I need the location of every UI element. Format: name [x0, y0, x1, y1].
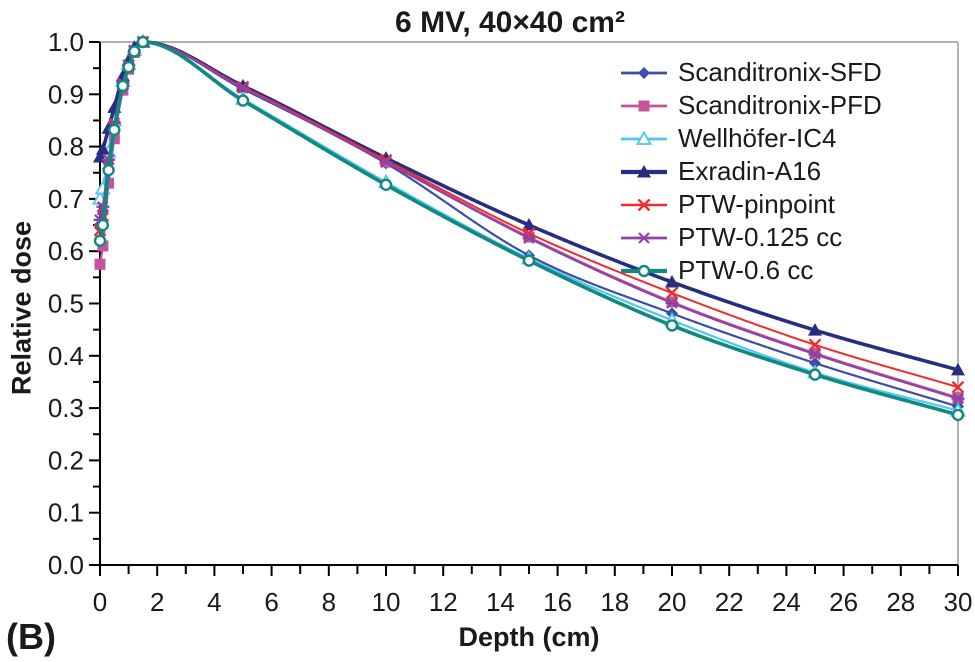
legend-label: PTW-pinpoint: [678, 189, 836, 219]
x-tick-label: 18: [600, 587, 629, 617]
marker-circle-open-icon: [116, 79, 130, 93]
marker-circle-open-icon: [379, 178, 393, 191]
x-tick-label: 4: [207, 587, 221, 617]
marker-circle-open-icon: [136, 35, 150, 49]
legend-item: Scanditronix-SFD: [620, 56, 882, 89]
legend-item: Scanditronix-PFD: [620, 89, 882, 122]
y-tick-label: 0.5: [48, 289, 84, 319]
marker-circle-open-icon: [93, 234, 107, 247]
x-tick-label: 26: [829, 587, 858, 617]
marker-triangle-filled-icon: [95, 142, 110, 155]
marker-x-icon: [665, 286, 679, 300]
legend-marker-square-icon: [621, 100, 667, 111]
legend-item: PTW-pinpoint: [620, 188, 882, 221]
marker-square-icon: [638, 100, 650, 111]
legend-marker-circle-open-icon: [621, 264, 667, 277]
x-axis-ticks: 0 2 4 6 8 10 12 14 16 18 20 22 24 26 28 30: [93, 565, 973, 617]
legend: Scanditronix-SFD Scanditronix-PFD Wellhöfe…: [620, 56, 882, 287]
marker-asterisk-icon: [522, 232, 536, 244]
marker-asterisk-icon: [637, 231, 651, 244]
y-tick-label: 0.7: [48, 184, 84, 214]
marker-circle-open-icon: [122, 60, 135, 74]
y-tick-label: 0.2: [48, 445, 84, 475]
legend-label: Wellhöfer-IC4: [678, 123, 837, 153]
legend-label: Exradin-A16: [678, 156, 822, 186]
x-tick-label: 22: [715, 587, 744, 617]
chart-title: 6 MV, 40×40 cm²: [395, 6, 625, 39]
marker-circle-open-icon: [522, 254, 536, 267]
marker-asterisk-icon: [379, 156, 393, 169]
y-tick-label: 0.8: [48, 132, 84, 162]
marker-asterisk-icon: [808, 348, 822, 361]
series-markers-PTW-0.6 cc: [93, 35, 965, 422]
marker-x-icon: [637, 198, 651, 211]
legend-label: Scanditronix-SFD: [678, 57, 882, 87]
y-tick-label: 0.4: [48, 341, 84, 371]
x-tick-label: 14: [486, 587, 515, 617]
marker-circle-open-icon: [951, 408, 965, 422]
marker-triangle-open-icon: [635, 130, 653, 145]
marker-circle-open-icon: [96, 218, 110, 232]
marker-circle-open-icon: [637, 264, 651, 277]
marker-diamond-icon: [809, 357, 821, 370]
legend-item: Exradin-A16: [620, 155, 882, 188]
y-axis-ticks: 0.0 0.1 0.2 0.3 0.4 0.5 0.6 0.7 0.8 0.9 1.0: [48, 27, 100, 580]
legend-item: PTW-0.6 cc: [620, 254, 882, 287]
legend-marker-triangle-filled-icon: [621, 164, 667, 177]
legend-marker-diamond-icon: [621, 66, 667, 79]
x-tick-label: 24: [772, 587, 801, 617]
x-tick-label: 8: [322, 587, 336, 617]
marker-circle-open-icon: [108, 123, 121, 137]
y-tick-label: 0.9: [48, 79, 84, 109]
marker-asterisk-icon: [665, 297, 679, 309]
x-tick-label: 10: [372, 587, 401, 617]
y-tick-label: 0.1: [48, 498, 84, 528]
y-tick-label: 1.0: [48, 27, 84, 57]
marker-circle-open-icon: [665, 319, 679, 332]
marker-x-icon: [808, 338, 822, 352]
marker-triangle-filled-icon: [522, 218, 536, 231]
y-tick-label: 0.0: [48, 550, 84, 580]
x-tick-label: 0: [93, 587, 107, 617]
legend-item: Wellhöfer-IC4: [620, 122, 882, 155]
marker-circle-open-icon: [808, 368, 822, 381]
x-tick-label: 6: [264, 587, 278, 617]
legend-marker-asterisk-icon: [621, 231, 667, 244]
x-tick-label: 2: [150, 587, 164, 617]
legend-label: Scanditronix-PFD: [678, 90, 882, 120]
x-tick-label: 16: [543, 587, 572, 617]
marker-diamond-icon: [638, 66, 650, 79]
x-axis-title: Depth (cm): [458, 622, 600, 652]
x-tick-label: 12: [429, 587, 458, 617]
marker-square-icon: [94, 258, 106, 270]
x-tick-label: 28: [886, 587, 915, 617]
marker-circle-open-icon: [102, 163, 115, 177]
legend-label: PTW-0.6 cc: [678, 255, 814, 285]
legend-marker-triangle-open-icon: [621, 130, 667, 145]
legend-label: PTW-0.125 cc: [678, 222, 843, 252]
marker-triangle-filled-icon: [951, 362, 965, 376]
figure-label: (B): [6, 616, 56, 657]
y-axis-title: Relative dose: [6, 220, 37, 396]
marker-triangle-filled-icon: [808, 323, 822, 336]
marker-triangle-filled-icon: [637, 164, 651, 177]
marker-circle-open-icon: [236, 94, 250, 107]
y-tick-label: 0.6: [48, 236, 84, 266]
marker-asterisk-icon: [236, 82, 250, 94]
marker-x-icon: [951, 380, 965, 394]
marker-triangle-filled-icon: [665, 275, 679, 288]
marker-circle-open-icon: [128, 45, 141, 58]
marker-asterisk-icon: [951, 392, 965, 405]
x-tick-label: 20: [658, 587, 687, 617]
x-tick-label: 30: [944, 587, 973, 617]
legend-marker-x-icon: [621, 198, 667, 211]
legend-item: PTW-0.125 cc: [620, 221, 882, 254]
y-tick-label: 0.3: [48, 393, 84, 423]
